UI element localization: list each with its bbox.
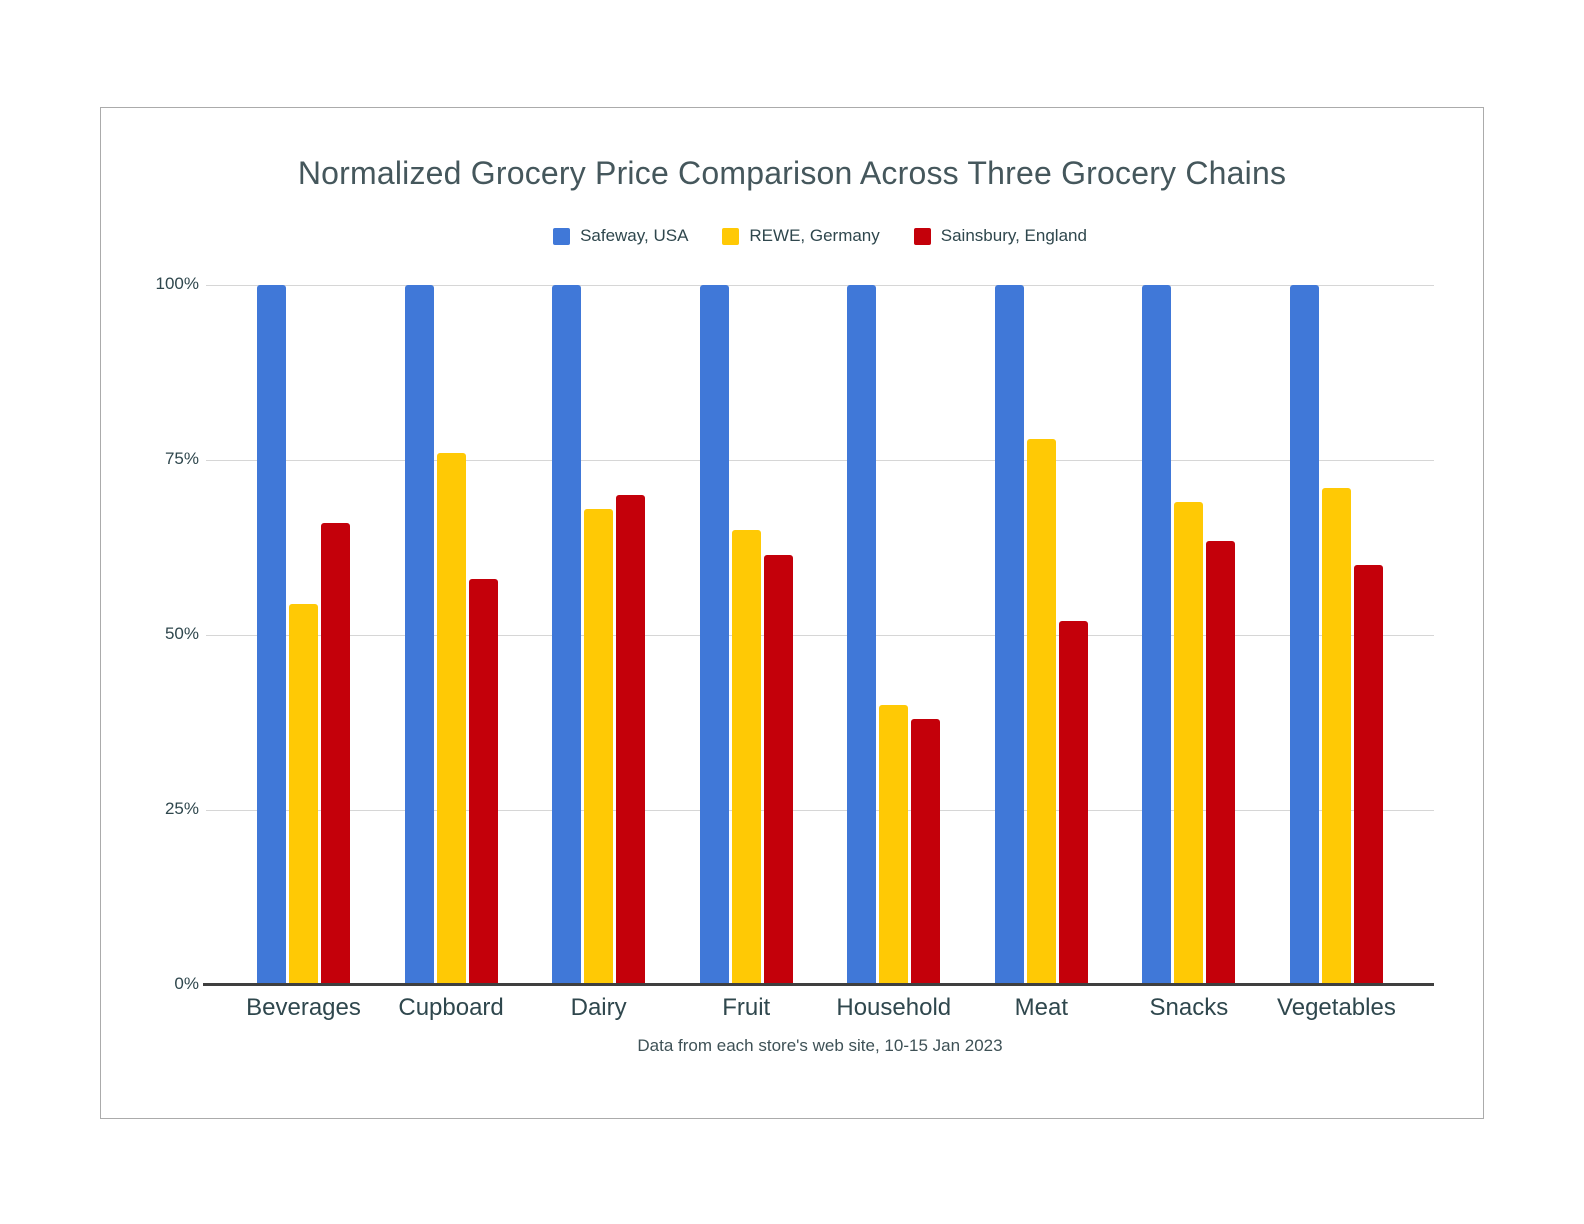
- bar-group: [847, 285, 941, 985]
- bar: [731, 530, 761, 985]
- x-category-label: Fruit: [722, 994, 771, 1021]
- legend-swatch: [722, 227, 740, 245]
- bar-group: [994, 285, 1088, 985]
- bar-group: [404, 285, 498, 985]
- y-tick-label: 50%: [164, 624, 199, 643]
- gridline: [206, 810, 1434, 811]
- bar: [847, 285, 877, 985]
- bar: [1142, 285, 1172, 985]
- bar: [1058, 621, 1088, 985]
- gridline: [206, 285, 1434, 286]
- bar: [289, 603, 318, 985]
- y-tick-label: 0%: [174, 974, 199, 993]
- bar-group: [257, 285, 350, 985]
- y-tick-label: 100%: [155, 274, 199, 293]
- x-category-cell: Beverages: [246, 994, 361, 1022]
- legend-label: Safeway, USA: [580, 226, 689, 245]
- x-category-cell: Vegetables: [1277, 994, 1396, 1022]
- chart-card: Normalized Grocery Price Comparison Acro…: [100, 107, 1484, 1119]
- bar: [1321, 488, 1351, 985]
- x-axis-line: [203, 983, 1434, 986]
- bar: [1353, 565, 1383, 985]
- y-tick-label: 75%: [164, 449, 199, 468]
- bar-group: [1289, 285, 1383, 985]
- x-category-cell: Snacks: [1142, 994, 1235, 1022]
- x-category-cell: Dairy: [552, 994, 645, 1022]
- legend-label: Sainsbury, England: [940, 226, 1087, 245]
- bar: [699, 285, 729, 985]
- gridline: [206, 460, 1434, 461]
- bar: [468, 579, 498, 985]
- x-category-label: Household: [836, 994, 952, 1021]
- y-tick-label: 25%: [164, 799, 199, 818]
- legend-item: Safeway, USA: [553, 226, 688, 246]
- chart-title: Normalized Grocery Price Comparison Acro…: [297, 155, 1287, 191]
- bar: [584, 509, 614, 985]
- bar: [994, 285, 1024, 985]
- bar-group: [699, 285, 793, 985]
- x-category-label: Dairy: [570, 994, 627, 1021]
- legend-swatch: [913, 227, 931, 245]
- legend-label: REWE, Germany: [749, 226, 880, 245]
- x-axis-labels: Beverages Cupboard Dairy Fruit Household Meat…: [206, 994, 1434, 1022]
- bar: [1174, 502, 1204, 985]
- bar: [616, 495, 646, 985]
- bar: [257, 285, 286, 985]
- x-category-label: Beverages: [246, 994, 361, 1021]
- chart-legend: Safeway, USA REWE, Germany Sainsbury, Engl…: [206, 226, 1434, 246]
- x-category-label: Meat: [1014, 994, 1068, 1021]
- bar: [321, 523, 350, 985]
- x-category-label: Vegetables: [1277, 994, 1396, 1021]
- x-category-cell: Meat: [995, 994, 1088, 1022]
- x-category-label: Cupboard: [398, 994, 504, 1021]
- legend-item: REWE, Germany: [722, 226, 880, 246]
- bar: [763, 554, 793, 985]
- bar: [911, 719, 941, 985]
- plot-area: [203, 285, 1434, 986]
- bar-groups: [206, 285, 1434, 985]
- legend-swatch: [553, 227, 571, 245]
- x-category-cell: Cupboard: [398, 994, 503, 1022]
- gridline: [206, 635, 1434, 636]
- x-category-label: Snacks: [1149, 994, 1229, 1021]
- y-axis-labels: 100% 75% 50% 25% 0%: [101, 274, 199, 993]
- bar: [1289, 285, 1319, 985]
- bar: [879, 705, 909, 985]
- x-category-cell: Household: [836, 994, 951, 1022]
- bar: [552, 285, 582, 985]
- bar: [1026, 439, 1056, 985]
- bar: [1206, 540, 1236, 985]
- chart-subtitle: Data from each store's web site, 10-15 J…: [637, 1036, 1003, 1055]
- bar: [404, 285, 434, 985]
- x-category-cell: Fruit: [700, 994, 793, 1022]
- bar: [436, 453, 466, 985]
- bar-group: [1142, 285, 1236, 985]
- bar-group: [552, 285, 646, 985]
- legend-item: Sainsbury, England: [913, 226, 1087, 246]
